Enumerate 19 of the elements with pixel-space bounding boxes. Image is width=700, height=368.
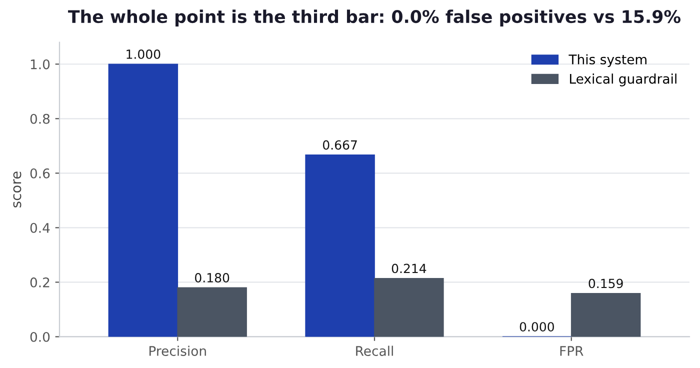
x-tick-label: Precision [149, 346, 206, 356]
y-tick-label: 0.8 [30, 114, 50, 124]
data-label: 1.000 [126, 49, 160, 59]
y-tick-label: 0.6 [30, 168, 50, 178]
y-tick-label: 1.0 [30, 59, 50, 70]
x-tick-label: FPR [560, 346, 584, 356]
y-axis-title: score [13, 172, 22, 208]
chart-title: The whole point is the third bar: 0.0% false positives vs 15.9% [68, 10, 681, 26]
x-tick-label: Recall [356, 346, 393, 356]
y-tick-label: 0.0 [30, 332, 50, 342]
legend-label: This system [568, 54, 646, 67]
data-label: 0.000 [520, 322, 554, 332]
y-tick-label: 0.4 [30, 222, 50, 233]
y-tick-label: 0.2 [30, 277, 50, 288]
data-label: 0.180 [195, 273, 230, 282]
data-label: 0.214 [392, 264, 426, 274]
legend-label: Lexical guardrail [570, 74, 676, 86]
data-label: 0.159 [588, 278, 623, 288]
data-label: 0.667 [322, 140, 357, 150]
